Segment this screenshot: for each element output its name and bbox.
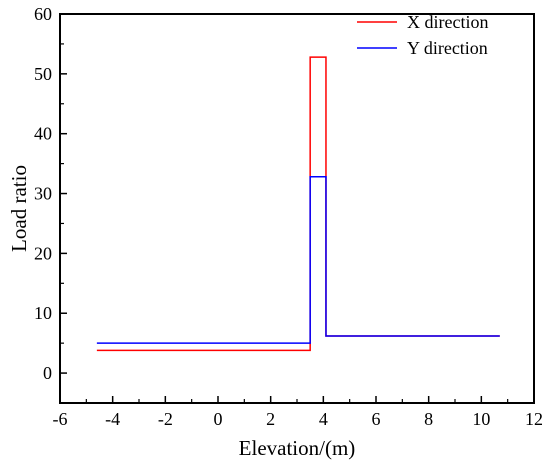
- y-tick-label: 30: [34, 184, 52, 204]
- legend: X direction Y direction: [357, 12, 488, 58]
- y-tick-label: 10: [34, 303, 52, 323]
- y-tick-label: 0: [43, 363, 52, 383]
- plot-border: [59, 13, 535, 404]
- legend-label: X direction: [407, 12, 488, 32]
- x-tick-label: 12: [525, 409, 543, 429]
- x-tick-label: 0: [214, 409, 223, 429]
- series-line-y-direction: [96, 176, 500, 344]
- y-tick-label: 60: [34, 4, 52, 24]
- series-layer: [96, 56, 500, 352]
- x-tick-label: 2: [266, 409, 275, 429]
- y-tick-label: 20: [34, 243, 52, 263]
- x-tick-label: -6: [53, 409, 68, 429]
- x-tick-label: 4: [319, 409, 328, 429]
- series-line-x-direction: [96, 56, 500, 352]
- y-tick-label: 40: [34, 124, 52, 144]
- x-axis-title: Elevation/(m): [239, 436, 356, 460]
- x-tick-label: 8: [424, 409, 433, 429]
- x-tick-label: -4: [105, 409, 120, 429]
- y-axis-title: Load ratio: [7, 165, 31, 252]
- x-tick-label: -2: [158, 409, 173, 429]
- plot-frame: [59, 13, 535, 404]
- ticks-layer: -6 -4 -2 0 2 4 6 8 10 12 0 10 20 30 40 50 60: [34, 4, 543, 429]
- x-tick-label: 6: [372, 409, 381, 429]
- y-tick-label: 50: [34, 64, 52, 84]
- x-tick-label: 10: [472, 409, 490, 429]
- legend-label: Y direction: [407, 38, 488, 58]
